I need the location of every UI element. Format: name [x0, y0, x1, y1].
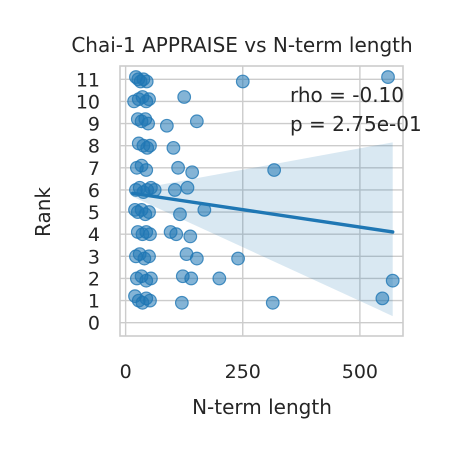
data-point [169, 227, 184, 242]
y-tick-label: 1 [88, 291, 100, 313]
p-value-annotation: p = 2.75e-01 [290, 112, 422, 136]
rho-annotation: rho = -0.10 [290, 83, 404, 107]
data-point [381, 70, 395, 84]
y-tick-label: 7 [88, 158, 100, 180]
data-point [143, 138, 157, 153]
y-tick-label: 8 [88, 136, 100, 158]
regression-line [130, 191, 395, 234]
plot-frame [119, 65, 404, 337]
data-point [144, 271, 158, 286]
data-point [142, 92, 156, 107]
y-axis-label: Rank [31, 187, 55, 237]
data-point [139, 74, 154, 89]
data-point [142, 205, 156, 219]
data-point [167, 183, 182, 197]
y-tick-label: 11 [76, 69, 100, 91]
data-point [143, 293, 157, 308]
data-point [180, 180, 195, 195]
plot-area [119, 65, 404, 337]
data-point [189, 114, 204, 129]
data-point [141, 116, 156, 131]
data-point [177, 90, 192, 104]
data-point [212, 271, 227, 286]
y-tick-label: 0 [88, 313, 100, 335]
data-point [231, 251, 245, 266]
data-point [139, 163, 154, 177]
y-tick-label: 5 [88, 202, 100, 224]
data-point [235, 74, 250, 89]
data-point [174, 295, 189, 310]
chart-title: Chai-1 APPRAISE vs N-term length [71, 33, 412, 57]
y-tick-label: 3 [88, 246, 100, 268]
data-point [143, 227, 157, 242]
y-tick-label: 9 [88, 114, 100, 136]
y-tick-label: 10 [76, 91, 100, 113]
data-point [142, 249, 156, 264]
data-point [267, 163, 282, 177]
data-point [184, 271, 199, 286]
x-tick-label: 500 [342, 361, 378, 383]
data-point [166, 140, 181, 155]
confidence-band [132, 142, 393, 317]
data-point [159, 118, 174, 133]
x-axis-label: N-term length [192, 395, 332, 419]
data-point [185, 165, 200, 180]
data-point [375, 291, 390, 306]
data-point [183, 229, 198, 244]
y-tick-label: 2 [88, 268, 100, 290]
x-tick-label: 0 [120, 361, 132, 383]
y-tick-label: 4 [88, 224, 100, 246]
data-point [189, 251, 204, 266]
data-point [173, 207, 187, 222]
data-point [265, 295, 280, 310]
data-point [385, 273, 400, 288]
y-tick-label: 6 [88, 180, 100, 202]
data-point [171, 160, 185, 175]
x-tick-label: 250 [225, 361, 261, 383]
